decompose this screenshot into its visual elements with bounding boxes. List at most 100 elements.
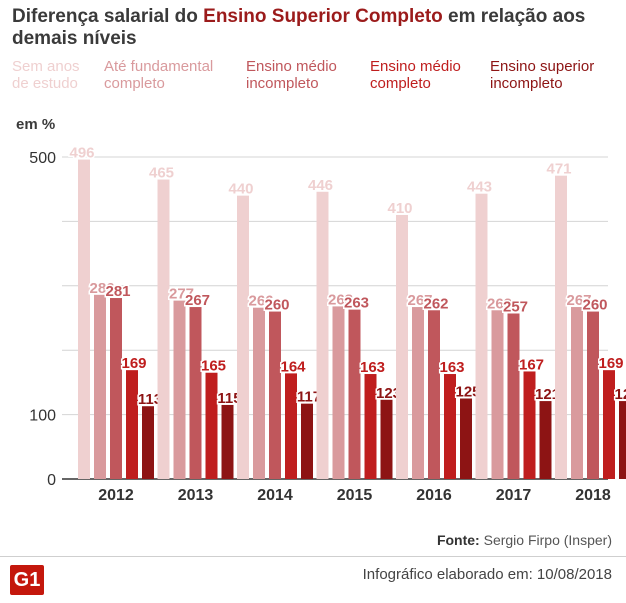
- bar-2012-s3: [110, 298, 122, 479]
- value-label-2014-s2: 266: [248, 293, 273, 310]
- bar-2014-s1: [237, 195, 249, 479]
- value-label-2013-s1: 465: [149, 165, 174, 182]
- value-label-2018-s3: 260: [582, 297, 607, 314]
- x-tick-label-2018: 2018: [575, 487, 611, 504]
- value-label-2012-s3: 281: [105, 283, 130, 300]
- legend-label-s4: Ensino médio completo: [370, 58, 461, 92]
- source-note: Fonte: Sergio Firpo (Insper): [437, 532, 612, 548]
- bar-2013-s5: [221, 404, 234, 479]
- legend-label-s3: Ensino médio incompleto: [246, 58, 337, 92]
- legend-label-s2: Até fundamental completo: [104, 58, 214, 92]
- value-label-2015-s4: 163: [360, 359, 385, 376]
- value-label-2012-s1: 496: [69, 145, 94, 162]
- bar-2013-s3: [189, 307, 202, 479]
- value-label-2016-s5: 125: [455, 384, 480, 401]
- source-label: Fonte:: [436, 532, 480, 548]
- g1-logo: G1: [10, 565, 44, 595]
- bar-2012-s2: [94, 294, 106, 479]
- bar-2016-s2: [412, 307, 424, 479]
- value-label-2018-s2: 267: [566, 292, 591, 309]
- legend-item-s3: Ensino médio incompleto: [246, 58, 358, 92]
- source-text: Sergio Firpo (Insper): [483, 532, 612, 548]
- bar-2017-s4: [523, 371, 536, 479]
- legend-item-s1: Sem anos de estudo: [12, 58, 96, 92]
- bar-2015-s1: [316, 191, 329, 479]
- bar-2012-s1: [78, 159, 90, 480]
- value-label-2013-s2: 277: [169, 286, 194, 303]
- value-label-2013-s3: 267: [185, 292, 210, 309]
- bar-2013-s2: [173, 300, 186, 479]
- bar-2017-s3: [507, 313, 520, 479]
- bar-2014-s4: [285, 373, 297, 479]
- bar-2016-s3: [428, 310, 440, 479]
- value-label-2017-s1: 443: [467, 179, 492, 196]
- value-label-2012-s4: 169: [121, 355, 146, 372]
- bar-2012-s5: [142, 406, 154, 479]
- bar-2018-s3: [587, 311, 599, 479]
- value-label-2018-s4: 169: [598, 355, 623, 372]
- bar-2015-s2: [332, 306, 345, 479]
- bar-2013-s4: [205, 372, 218, 479]
- value-label-2017-s5: 121: [535, 386, 560, 403]
- value-label-2017-s4: 167: [519, 356, 544, 373]
- legend-label-s1: Sem anos de estudo: [12, 58, 80, 92]
- bar-2018-s5: [619, 401, 626, 479]
- x-tick-label-2014: 2014: [257, 487, 293, 504]
- value-label-2014-s4: 164: [280, 358, 306, 375]
- value-label-2014-s3: 260: [264, 297, 289, 314]
- y-tick-label: 100: [29, 408, 56, 425]
- legend-item-s5: Ensino superior incompleto: [490, 58, 618, 92]
- legend: Sem anos de estudo Até fundamental compl…: [0, 58, 626, 98]
- bar-2014-s5: [301, 403, 313, 479]
- bar-2015-s4: [364, 374, 377, 479]
- bar-2017-s5: [539, 401, 552, 479]
- bar-2012-s4: [126, 370, 138, 479]
- credit-text: Infográfico elaborado em: 10/08/2018: [362, 566, 612, 583]
- title-part1: Diferença salarial do: [12, 6, 204, 27]
- value-label-2016-s2: 267: [407, 292, 432, 309]
- y-tick-label: 0: [47, 472, 56, 489]
- x-tick-label-2016: 2016: [416, 487, 452, 504]
- chart-title: Diferença salarial do Ensino Superior Co…: [12, 6, 612, 50]
- value-label-2017-s2: 262: [487, 295, 512, 312]
- footer-divider: [0, 556, 626, 557]
- bar-2013-s1: [157, 179, 170, 480]
- value-label-2015-s3: 263: [344, 295, 369, 312]
- x-tick-label-2017: 2017: [496, 487, 532, 504]
- value-label-2013-s4: 165: [201, 358, 226, 375]
- bar-2014-s3: [269, 311, 281, 479]
- bar-2017-s1: [475, 193, 488, 479]
- value-label-2016-s1: 410: [387, 200, 412, 217]
- value-label-2015-s5: 123: [376, 385, 401, 402]
- value-label-2015-s2: 268: [328, 291, 353, 308]
- value-label-2013-s5: 115: [217, 390, 241, 407]
- value-label-2018-s1: 471: [546, 161, 571, 178]
- value-label-2012-s2: 286: [89, 280, 114, 297]
- value-label-2017-s3: 257: [503, 298, 528, 315]
- title-part2: em relação aos demais níveis: [12, 6, 586, 49]
- value-label-2012-s5: 113: [138, 391, 162, 408]
- x-tick-label-2012: 2012: [98, 487, 134, 504]
- legend-item-s4: Ensino médio completo: [370, 58, 474, 92]
- unit-label: em %: [16, 116, 56, 133]
- bar-2016-s5: [460, 398, 472, 479]
- y-tick-label: 500: [29, 150, 56, 167]
- legend-item-s2: Até fundamental completo: [104, 58, 232, 92]
- bar-2018-s1: [555, 175, 567, 479]
- x-tick-label-2015: 2015: [337, 487, 373, 504]
- value-label-2014-s1: 440: [228, 181, 253, 198]
- value-label-2016-s3: 262: [423, 295, 448, 312]
- value-label-2018-s5: 121: [614, 386, 626, 403]
- title-highlight: Ensino Superior Completo: [203, 6, 443, 27]
- value-label-2016-s4: 163: [439, 359, 464, 376]
- x-tick-label-2013: 2013: [178, 487, 214, 504]
- bar-2014-s2: [253, 307, 265, 479]
- value-label-2015-s1: 446: [308, 177, 333, 194]
- bar-2018-s4: [603, 370, 615, 479]
- bar-2015-s5: [380, 399, 393, 479]
- bar-2016-s4: [444, 374, 456, 479]
- legend-label-s5: Ensino superior incompleto: [490, 58, 595, 92]
- value-label-2014-s5: 117: [297, 389, 321, 406]
- bar-2016-s1: [396, 214, 408, 479]
